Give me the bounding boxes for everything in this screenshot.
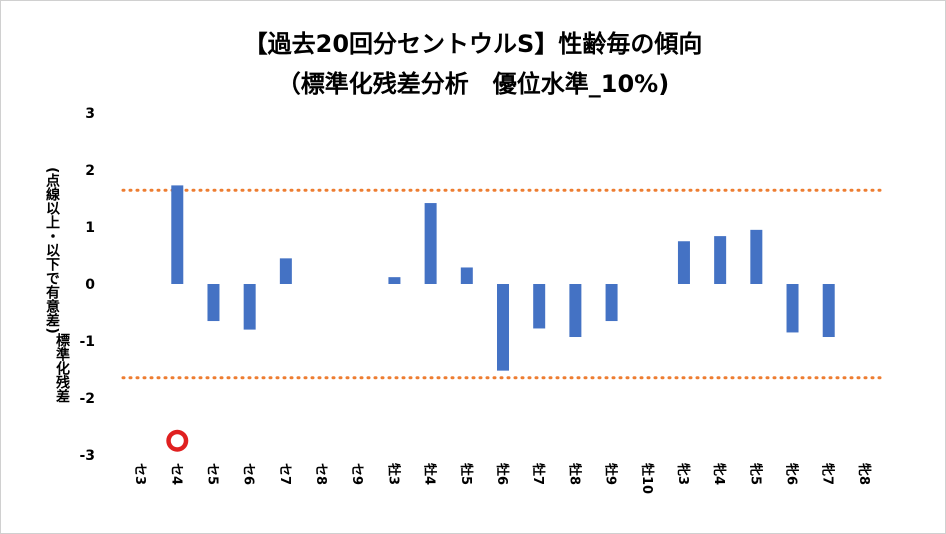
category-label: セ4 [168, 463, 183, 485]
category-label: セ5 [204, 463, 219, 485]
bar [279, 258, 292, 284]
bar [207, 284, 220, 322]
bar [243, 284, 256, 330]
category-label: 牡10 [639, 463, 655, 494]
y-tick-label: -3 [79, 448, 95, 464]
category-label: 牝5 [747, 463, 763, 485]
y-tick-label: 1 [85, 220, 95, 236]
y-tick-label: 2 [85, 163, 95, 179]
highlight-marker [166, 429, 189, 452]
chart-subtitle: （標準化残差分析 優位水準_10%) [276, 70, 670, 98]
category-label: 牝7 [820, 463, 836, 485]
category-label: セ3 [132, 463, 147, 485]
category-label: 牡9 [603, 463, 619, 485]
category-label: セ9 [349, 463, 364, 485]
bar [714, 236, 727, 284]
bar [822, 284, 835, 338]
y-tick-label: -2 [79, 391, 95, 407]
category-label: 牝3 [675, 463, 691, 485]
category-label: 牝6 [784, 463, 800, 485]
y-axis-label-note: (点線以上・以下で有意差) [44, 166, 60, 334]
category-label: セ6 [241, 463, 256, 485]
y-tick-label: 0 [85, 277, 95, 293]
bar [750, 229, 763, 284]
bar [388, 277, 401, 284]
bar [497, 284, 509, 371]
chart-title: 【過去20回分セントウルS】性齢毎の傾向 [243, 30, 703, 58]
category-label: 牡3 [385, 463, 401, 485]
bar [171, 185, 184, 284]
bar [605, 284, 618, 322]
y-axis-label-main: 標準化残差 [54, 333, 70, 404]
category-label: 牡5 [458, 463, 474, 485]
category-label: セ7 [277, 463, 292, 485]
bar [460, 267, 473, 284]
category-label: 牡7 [530, 463, 546, 485]
threshold-lines [121, 188, 885, 380]
category-label: 牡6 [494, 463, 510, 485]
y-tick-label: 3 [85, 106, 95, 122]
category-label: 牝4 [711, 463, 727, 485]
category-label: セ8 [313, 463, 328, 485]
bar [786, 284, 799, 333]
category-label: 牡8 [566, 463, 582, 485]
category-labels: セ3 セ4 セ5 セ6 セ7 セ8 セ9 牡3 牡4 牡5 牡6 牡7 牡8 牡9 牡10 牝3 牝4 牝5 牝6 牝… [132, 463, 872, 494]
y-tick-label: -1 [79, 334, 95, 350]
y-axis-ticks: 3 2 1 0 -1 -2 -3 [79, 106, 95, 464]
bars [171, 185, 835, 371]
bar [533, 284, 546, 329]
bar [424, 203, 437, 284]
highlight-marker-inner [170, 434, 184, 448]
bar [677, 241, 690, 284]
y-axis-label: 標準化残差 (点線以上・以下で有意差) [14, 150, 70, 420]
bar [569, 284, 582, 338]
category-label: 牡4 [422, 463, 438, 485]
category-label: 牝8 [856, 463, 872, 485]
